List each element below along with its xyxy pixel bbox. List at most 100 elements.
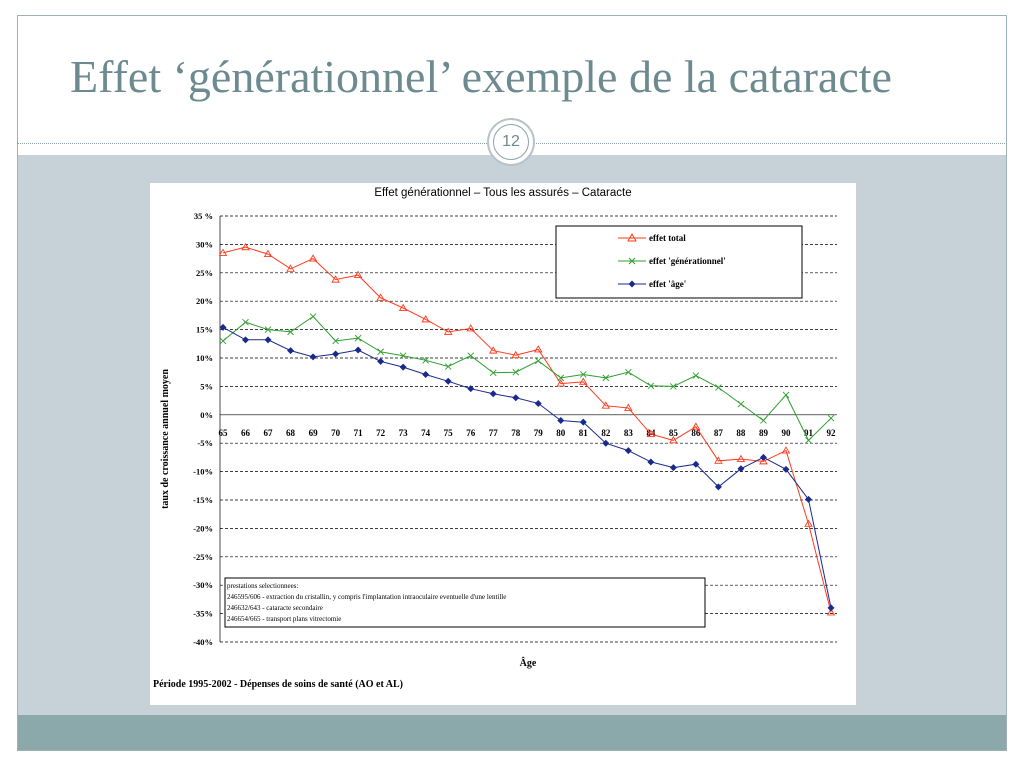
y-tick-label: -10% bbox=[193, 467, 213, 477]
data-point-generationnel bbox=[805, 437, 812, 444]
chart-footnote: Période 1995-2002 - Dépenses de soins de… bbox=[153, 679, 403, 690]
data-point-generationnel bbox=[467, 352, 475, 360]
x-tick-label: 89 bbox=[759, 428, 769, 438]
data-point-total bbox=[691, 422, 701, 430]
y-tick-label: 30% bbox=[196, 239, 213, 249]
x-tick-label: 81 bbox=[579, 428, 589, 438]
x-tick-label: 88 bbox=[736, 428, 746, 438]
x-tick-label: 72 bbox=[376, 428, 386, 438]
x-tick-label: 77 bbox=[489, 428, 499, 438]
legend-box bbox=[555, 225, 803, 299]
y-tick-label: 20% bbox=[196, 296, 213, 306]
data-point-generationnel bbox=[489, 369, 497, 377]
y-axis-label: taux de croissance annuel moyen bbox=[160, 369, 171, 509]
footer-band bbox=[18, 715, 1006, 750]
data-point-age bbox=[714, 483, 722, 491]
data-point-generationnel bbox=[737, 400, 745, 408]
x-tick-label: 73 bbox=[399, 428, 409, 438]
data-point-generationnel bbox=[647, 382, 655, 390]
x-tick-label: 71 bbox=[354, 428, 364, 438]
x-tick-label: 82 bbox=[601, 428, 611, 438]
data-point-age bbox=[579, 418, 587, 426]
data-point-age bbox=[377, 357, 385, 365]
legend-marker-age bbox=[628, 280, 636, 288]
data-point-age bbox=[444, 377, 452, 385]
data-point-total bbox=[579, 377, 588, 385]
x-tick-label: 84 bbox=[646, 428, 656, 438]
annotation-line-4: 246654/665 - transport plans vitrectomie bbox=[227, 615, 341, 623]
data-point-age bbox=[827, 604, 835, 612]
data-point-age bbox=[624, 447, 632, 455]
legend-label-age: effet 'âge' bbox=[649, 279, 686, 289]
data-point-generationnel bbox=[264, 326, 272, 333]
x-tick-label: 67 bbox=[264, 428, 274, 438]
legend-label-total: effet total bbox=[649, 233, 686, 243]
x-tick-label: 65 bbox=[219, 428, 229, 438]
y-axis-ticks: 35 % 30% 25% 20% 15% 10% 5% 0% -5% -10% -15% -20% -2… bbox=[193, 211, 213, 647]
x-tick-label: 85 bbox=[669, 428, 679, 438]
legend-marker-total bbox=[627, 232, 637, 242]
y-tick-label: 5% bbox=[200, 381, 213, 391]
x-tick-label: 86 bbox=[691, 428, 701, 438]
series-group bbox=[218, 242, 836, 616]
data-point-generationnel bbox=[579, 371, 587, 378]
y-tick-label: -5% bbox=[197, 438, 213, 448]
y-tick-label: -35% bbox=[193, 609, 213, 619]
x-tick-label: 78 bbox=[511, 428, 520, 438]
data-point-total bbox=[624, 403, 633, 411]
data-point-total bbox=[736, 454, 746, 463]
y-tick-label: 0% bbox=[200, 410, 213, 420]
data-point-age bbox=[602, 439, 610, 447]
series-line-age bbox=[222, 326, 832, 609]
annotation-line-3: 246632/643 - cataracte secondaire bbox=[227, 604, 323, 612]
x-tick-label: 70 bbox=[331, 428, 341, 438]
data-point-generationnel bbox=[625, 368, 632, 376]
x-tick-label: 92 bbox=[827, 428, 837, 438]
data-point-generationnel bbox=[827, 414, 835, 422]
data-point-total bbox=[376, 293, 385, 301]
page-number-badge: 12 bbox=[487, 118, 535, 166]
data-point-total bbox=[714, 456, 723, 464]
x-axis-ticks: 65 66 67 68 69 70 71 72 73 74 75 76 77 78 79 80 81 82 83 84… bbox=[219, 428, 837, 438]
chart: 35 % 30% 25% 20% 15% 10% 5% 0% -5% -10% -15% -20% -2… bbox=[153, 187, 837, 690]
x-tick-label: 87 bbox=[714, 428, 724, 438]
data-point-total bbox=[826, 608, 836, 616]
data-point-generationnel bbox=[444, 363, 452, 370]
chart-title: Effet générationnel – Tous les assurés –… bbox=[374, 187, 631, 199]
data-point-total bbox=[263, 249, 273, 258]
data-point-total bbox=[669, 435, 678, 444]
data-point-total bbox=[421, 314, 430, 323]
data-point-generationnel bbox=[332, 337, 339, 345]
data-point-total bbox=[353, 270, 363, 279]
annotation-box: prestations selectionnees: 246595/606 - … bbox=[224, 577, 706, 628]
data-point-generationnel bbox=[692, 372, 700, 379]
data-point-generationnel bbox=[512, 368, 520, 376]
data-point-total bbox=[488, 346, 498, 354]
data-point-generationnel bbox=[760, 417, 767, 424]
data-point-age bbox=[489, 390, 497, 398]
page-number: 12 bbox=[493, 124, 529, 160]
data-point-total bbox=[308, 254, 318, 262]
y-tick-label: -40% bbox=[193, 637, 213, 647]
data-point-total bbox=[466, 324, 475, 332]
data-point-age bbox=[354, 346, 362, 354]
data-point-generationnel bbox=[670, 383, 677, 390]
data-point-generationnel bbox=[602, 374, 610, 382]
data-point-total bbox=[286, 264, 295, 272]
data-point-total bbox=[759, 456, 768, 465]
data-point-total bbox=[533, 345, 543, 353]
data-point-generationnel bbox=[242, 318, 249, 326]
data-point-age bbox=[399, 363, 407, 371]
data-point-age bbox=[287, 347, 295, 355]
x-tick-label: 69 bbox=[309, 428, 319, 438]
data-point-generationnel bbox=[534, 357, 542, 365]
data-point-generationnel bbox=[309, 313, 317, 320]
chart-image: 35 % 30% 25% 20% 15% 10% 5% 0% -5% -10% -15% -20% -2… bbox=[150, 183, 856, 705]
legend-label-gen: effet 'générationnel' bbox=[649, 256, 726, 266]
x-tick-label: 91 bbox=[804, 428, 814, 438]
data-point-age bbox=[264, 336, 272, 344]
data-point-age bbox=[782, 465, 790, 473]
data-point-age bbox=[332, 350, 340, 358]
annotation-frame bbox=[224, 577, 706, 628]
